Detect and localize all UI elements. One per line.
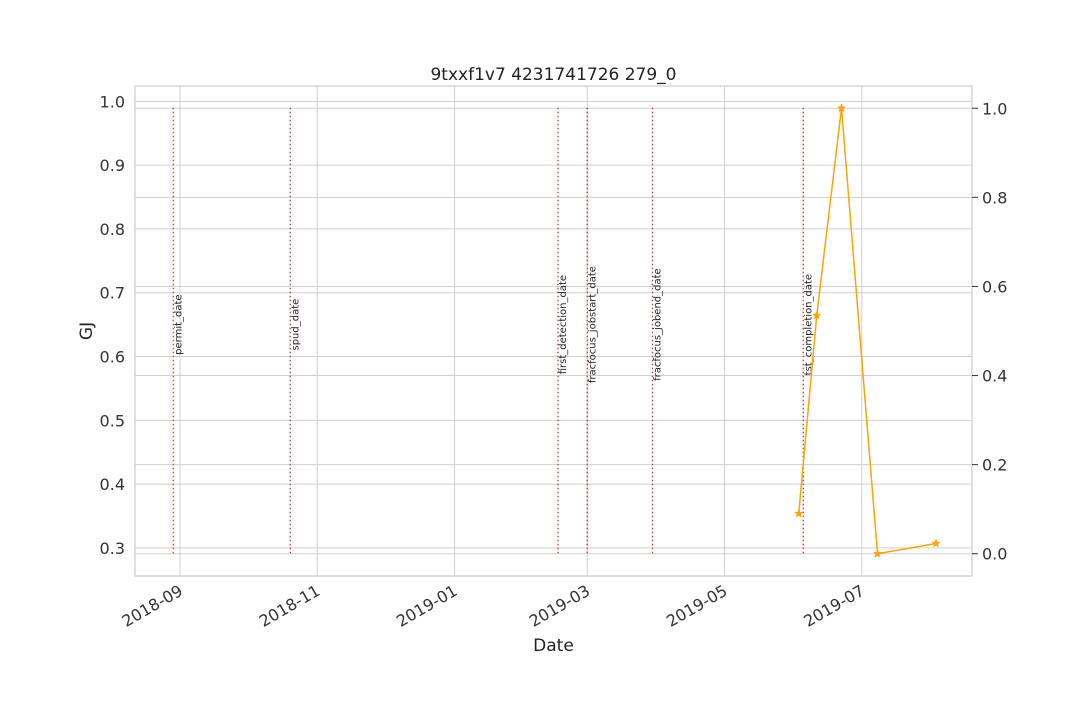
event-line-label: fracfocus_jobend_date	[653, 268, 664, 381]
chart-title: 9txxf1v7 4231741726 279_0	[430, 65, 676, 85]
x-axis-title: Date	[533, 636, 574, 656]
y-right-tick-label: 0.8	[982, 188, 1007, 207]
y-left-tick-label: 0.4	[100, 475, 125, 494]
event-line-label: first_detection_date	[558, 275, 569, 374]
data-point-star	[836, 103, 847, 113]
data-point-star	[794, 508, 804, 518]
data-point-star	[872, 548, 883, 558]
y-right-tick-label: 0.0	[982, 545, 1007, 564]
event-lines: permit_date spud_date first_detection_date…	[172, 107, 814, 555]
y-right-tick-label: 1.0	[982, 99, 1007, 118]
plot-frame	[134, 85, 973, 577]
event-line-label: fracfocus_jobstart_date	[587, 266, 598, 383]
y-left-tick-label: 0.9	[100, 156, 125, 175]
y-axis-left-title: GJ	[77, 322, 97, 340]
data-series	[794, 103, 941, 558]
y-right-tick-label: 0.6	[982, 277, 1007, 296]
data-point-star	[931, 538, 941, 548]
y-left-tick-label: 1.0	[100, 92, 125, 111]
y-left-tick-label: 0.6	[100, 348, 125, 367]
data-point-star	[812, 310, 822, 320]
event-line-label: permit_date	[173, 294, 184, 354]
y-right-tick-label: 0.4	[982, 367, 1007, 386]
y-right-tick-label: 0.2	[982, 456, 1007, 475]
y-left-tick-label: 0.5	[100, 411, 125, 430]
grid-lines	[135, 86, 972, 576]
y-left-tick-label: 0.7	[100, 284, 125, 303]
y-left-tick-label: 0.3	[100, 539, 125, 558]
y-left-tick-label: 0.8	[100, 220, 125, 239]
event-line-label: spud_date	[290, 299, 301, 351]
event-line-label: tst_completion_date	[803, 274, 814, 375]
